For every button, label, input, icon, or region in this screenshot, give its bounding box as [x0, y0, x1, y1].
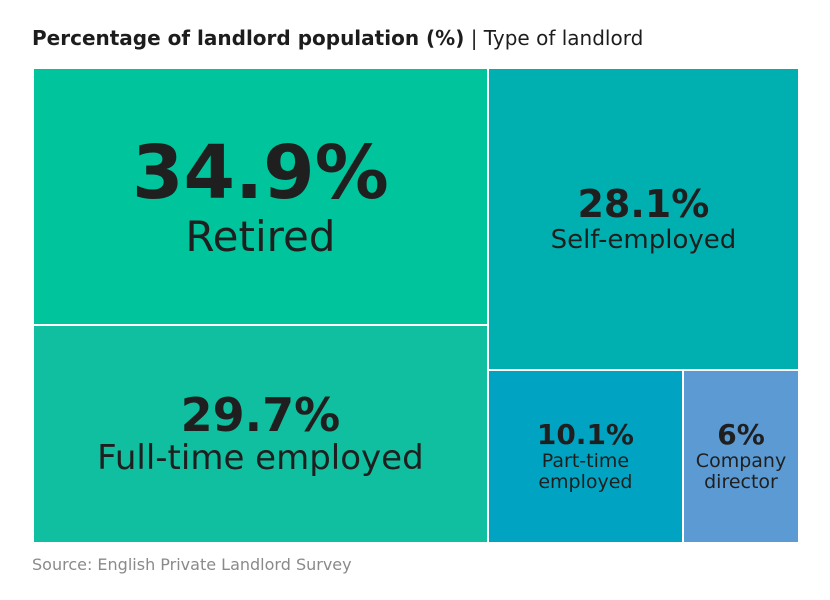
- treemap-cell: 34.9% Retired: [33, 68, 488, 325]
- chart-title: Percentage of landlord population (%): [32, 26, 465, 50]
- treemap-cell: 28.1% Self-employed: [487, 68, 799, 370]
- treemap-cell: 29.7% Full-time employed: [33, 324, 488, 543]
- category-label: Self-employed: [550, 224, 737, 255]
- category-label: Company director: [695, 449, 787, 493]
- category-label: Full-time employed: [97, 438, 424, 479]
- title-row: Percentage of landlord population (%) | …: [32, 26, 643, 50]
- chart-subtitle: | Type of landlord: [470, 26, 644, 50]
- value-label: 34.9%: [132, 129, 389, 216]
- category-label: Part-time employed: [538, 449, 633, 493]
- source-note: Source: English Private Landlord Survey: [32, 555, 352, 574]
- treemap-cell: 6% Company director: [683, 369, 799, 543]
- treemap-cell: 10.1% Part-time employed: [487, 369, 684, 543]
- value-label: 28.1%: [577, 181, 710, 226]
- value-label: 6%: [717, 418, 765, 452]
- category-label: Retired: [185, 211, 336, 261]
- treemap: 34.9% Retired 29.7% Full-time employed 28.1%…: [33, 68, 799, 543]
- value-label: 10.1%: [536, 418, 634, 452]
- value-label: 29.7%: [180, 387, 341, 442]
